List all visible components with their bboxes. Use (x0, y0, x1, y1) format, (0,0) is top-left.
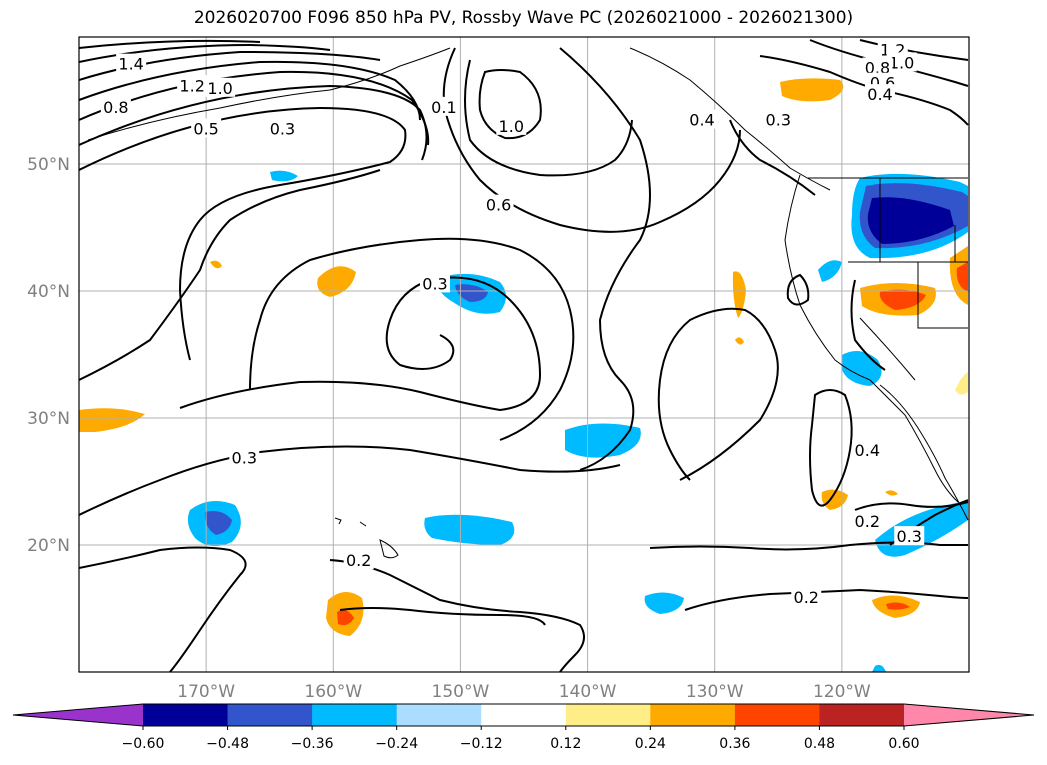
coastlines (87, 47, 969, 559)
contour-label-bg (894, 526, 925, 546)
colorbar-tick-label: −0.60 (122, 736, 165, 752)
contour-label: 0.8 (103, 98, 128, 117)
contour-label: 1.0 (889, 53, 914, 72)
contour-label-bg (205, 77, 236, 97)
contour-label: 0.3 (270, 119, 295, 138)
contour-label-bg (420, 273, 450, 293)
lon-tick-label: 120°W (813, 682, 871, 702)
colorbar-segment (227, 704, 313, 726)
plot-border (78, 36, 970, 673)
contour-label-bg (865, 84, 895, 104)
colorbar-extend-high (904, 704, 1034, 726)
contour-label: 0.2 (794, 588, 819, 607)
lon-tick-label: 160°W (304, 682, 362, 702)
contour-label-bg (687, 109, 717, 129)
contour-label: 0.6 (486, 196, 511, 215)
colorbar-tick-label: 0.36 (719, 736, 750, 752)
contour-label-bg (229, 447, 260, 467)
contour-label-bg (343, 550, 374, 570)
lat-tick-label: 30°N (27, 409, 70, 429)
colorbar-tick-label: 0.60 (888, 736, 919, 752)
contour-label-bg (886, 52, 917, 72)
contour-label: 0.2 (346, 551, 371, 570)
longitude-tick-labels: 170°W 160°W 150°W 140°W 130°W 120°W (177, 682, 871, 702)
contour-label-bg (862, 57, 893, 77)
contour-label: 0.5 (193, 119, 218, 138)
contour-label: 0.3 (766, 111, 791, 130)
colorbar-segment (565, 704, 651, 726)
gridlines (79, 37, 969, 672)
negative-pv-shading (187, 170, 968, 672)
colorbar-segment (312, 704, 398, 726)
colorbar-tick-label: 0.12 (550, 736, 581, 752)
contour-label: 0.3 (897, 527, 922, 546)
colorbar-segment (481, 704, 567, 726)
contour-label-bg (791, 587, 822, 607)
contour-label-bg (116, 53, 147, 73)
colorbar-tick-label: 0.24 (635, 736, 666, 752)
colorbar: −0.60 −0.48 −0.36 −0.24 −0.12 0.12 0.24 0.36 0.4… (12, 703, 1035, 752)
colorbar-tick-label: −0.48 (206, 736, 249, 752)
contour-label-bg (496, 115, 527, 135)
contour-label: 0.4 (689, 111, 714, 130)
colorbar-segment (734, 704, 820, 726)
contour-label: 0.2 (855, 512, 880, 531)
contour-label-bg (428, 96, 459, 116)
contour-label-bg (852, 510, 883, 530)
colorbar-segment (396, 704, 482, 726)
contour-label: 0.3 (232, 448, 257, 467)
contour-label-bg (852, 439, 883, 459)
lat-tick-label: 50°N (27, 155, 70, 175)
contour-label: 1.0 (207, 79, 232, 98)
lat-tick-label: 40°N (27, 282, 70, 302)
lon-tick-label: 140°W (559, 682, 617, 702)
contour-label: 0.1 (431, 98, 456, 117)
contour-label: 1.4 (118, 55, 143, 74)
colorbar-extend-low (13, 704, 143, 726)
contour-label-bg (191, 118, 222, 138)
contour-label-bg (177, 75, 208, 95)
plot-area (79, 37, 969, 672)
colorbar-segment (143, 704, 229, 726)
contour-label: 1.0 (499, 117, 524, 136)
colorbar-tick-label: −0.12 (460, 736, 503, 752)
contour-labels: 1.41.2 1.00.80.5 0.30.11.0 0.4 0.31.21.00.80… (100, 39, 925, 607)
colorbar-segment (819, 704, 905, 726)
contour-label: 0.3 (422, 274, 447, 293)
lat-tick-label: 20°N (27, 536, 70, 556)
colorbar-segment (650, 704, 736, 726)
contour-label: 0.4 (867, 85, 892, 104)
contour-label-bg (763, 109, 794, 129)
contour-label-bg (267, 118, 298, 138)
lon-tick-label: 150°W (432, 682, 490, 702)
colorbar-tick-label: 0.48 (804, 736, 835, 752)
contour-label-bg (100, 96, 131, 116)
colorbar-tick-label: −0.24 (375, 736, 418, 752)
contour-label: 1.2 (179, 76, 204, 95)
contour-label: 0.4 (855, 441, 880, 460)
latitude-tick-labels: 50°N 40°N 30°N 20°N (27, 155, 70, 556)
lon-tick-label: 130°W (686, 682, 744, 702)
colorbar-tick-label: −0.36 (291, 736, 334, 752)
contour-label-bg (483, 194, 514, 214)
map-title: 2026020700 F096 850 hPa PV, Rossby Wave … (193, 8, 854, 28)
lon-tick-label: 170°W (177, 682, 235, 702)
